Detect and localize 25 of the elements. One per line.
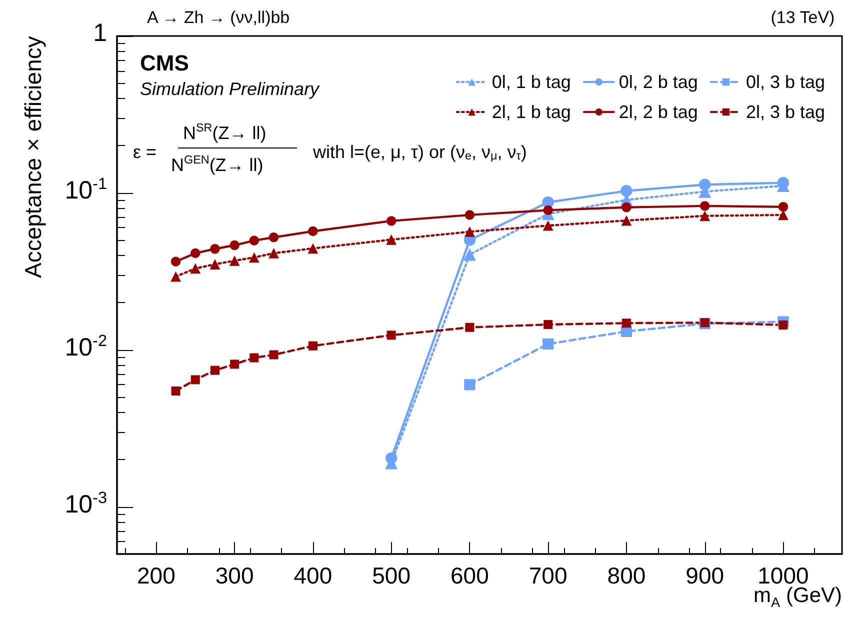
y-tick-label: 10$^{-3}$ <box>64 489 107 519</box>
x-tick-label: 700 <box>528 562 568 588</box>
annotation: CMS <box>140 50 189 76</box>
y-axis-title: Acceptance × efficiency <box>20 36 46 278</box>
legend-label: 0l, 1 b tag <box>492 72 571 92</box>
legend-label: 2l, 2 b tag <box>618 102 698 122</box>
chart-subtitle: (13 TeV) <box>770 8 835 27</box>
y-tick-label: 10$^{-1}$ <box>64 175 107 205</box>
x-tick-label: 200 <box>137 562 176 588</box>
x-tick-label: 500 <box>372 562 411 588</box>
x-axis-title: m$_{A}$ (GeV) <box>754 584 842 610</box>
y-tick-label: 1 <box>93 18 107 46</box>
x-tick-label: 400 <box>294 562 332 588</box>
y-tick-label: 10$^{-2}$ <box>64 332 107 362</box>
annotation: Simulation Preliminary <box>140 79 320 99</box>
legend-label: 0l, 3 b tag <box>746 72 826 92</box>
x-tick-label: 900 <box>686 562 724 588</box>
x-tick-label: 800 <box>607 562 646 588</box>
annotation: ε = <box>133 142 157 162</box>
legend-label: 0l, 2 b tag <box>618 72 698 92</box>
x-tick-label: 600 <box>450 562 489 588</box>
chart-title: A → Zh → (νν,ll)bb <box>147 8 290 27</box>
legend-label: 2l, 3 b tag <box>746 102 826 122</box>
x-tick-label: 300 <box>215 562 254 588</box>
legend-label: 2l, 1 b tag <box>492 102 571 122</box>
